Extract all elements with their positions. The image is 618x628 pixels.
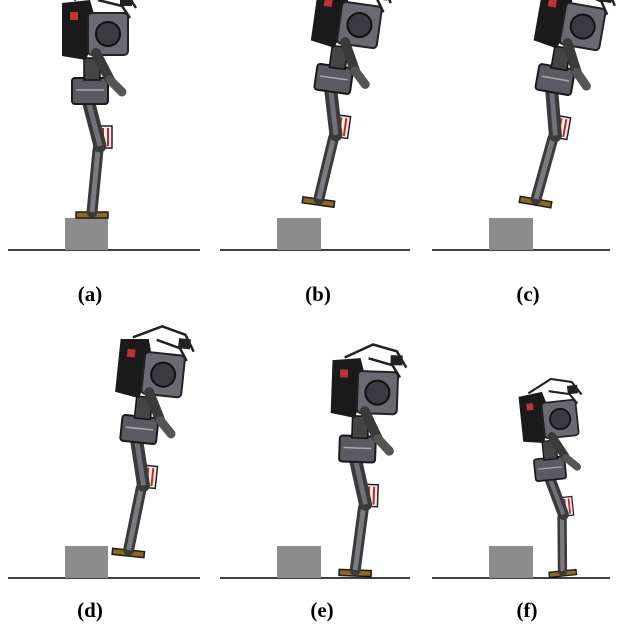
caption: (a)	[78, 282, 103, 306]
robot	[505, 0, 618, 213]
robot	[62, 0, 136, 218]
box	[489, 546, 533, 578]
caption: (d)	[77, 598, 103, 622]
robot	[325, 343, 407, 577]
robot	[98, 322, 196, 560]
box	[65, 218, 108, 250]
box	[489, 218, 533, 250]
caption: (c)	[516, 282, 539, 306]
caption: (e)	[310, 598, 333, 622]
box	[65, 546, 108, 578]
caption: (f)	[517, 598, 538, 622]
box	[277, 546, 321, 578]
caption: (b)	[305, 282, 331, 306]
robot	[288, 0, 394, 211]
box	[277, 218, 321, 250]
